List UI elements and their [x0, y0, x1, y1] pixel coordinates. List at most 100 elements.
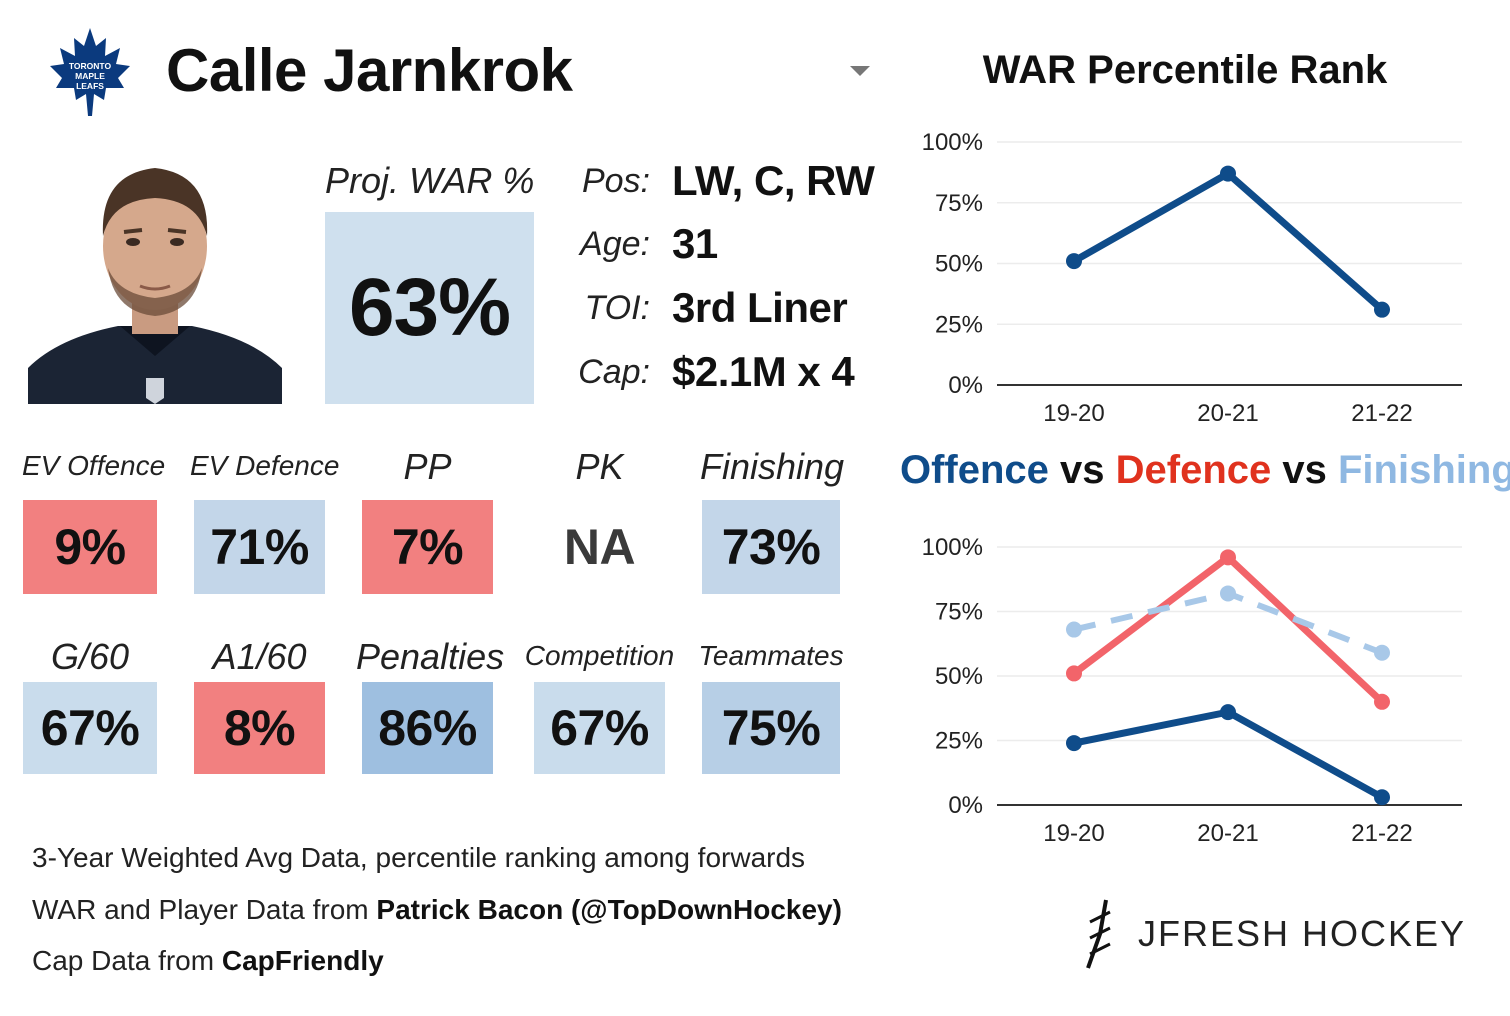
stat-tile-g60: 67%: [23, 682, 157, 774]
brand: JFRESH HOCKEY: [1080, 898, 1466, 970]
stat-tile-pp: 7%: [362, 500, 493, 594]
info-value: 3rd Liner: [672, 284, 848, 331]
stat-value: 67%: [550, 700, 649, 756]
stat-value: NA: [563, 519, 636, 575]
footer-text: Cap Data from: [32, 945, 222, 976]
series-line: [1070, 553, 1386, 706]
data-point: [1220, 704, 1236, 721]
data-point: [1066, 253, 1082, 270]
stat-label: Competition: [524, 640, 675, 671]
stat-label: EV Defence: [190, 450, 340, 481]
footer-note: 3-Year Weighted Avg Data, percentile ran…: [32, 842, 806, 873]
proj-war-label: Proj. WAR %: [325, 160, 535, 201]
stat-tile-a160: 8%: [194, 682, 325, 774]
data-point: [1066, 621, 1082, 638]
logo-text-line: MAPLE: [75, 71, 105, 81]
stat-tile-penalties: 86%: [362, 682, 493, 774]
stat-label: Teammates: [698, 640, 844, 671]
stat-tile-ev-offence: 9%: [23, 500, 157, 594]
stat-label: A1/60: [212, 636, 307, 677]
stat-label: PP: [403, 446, 452, 487]
stat-label: EV Offence: [22, 450, 166, 481]
brand-name: JFRESH HOCKEY: [1138, 913, 1467, 954]
footer-war-credit: WAR and Player Data from Patrick Bacon (…: [32, 894, 842, 926]
x-tick-label: 21-22: [1351, 400, 1412, 427]
stat-tile-teammates: 75%: [702, 682, 840, 774]
stat-value: 67%: [40, 700, 140, 756]
stat-tile-finishing: 73%: [702, 500, 840, 594]
title-vs: vs: [1271, 448, 1338, 492]
offence-defence-finishing-chart: 0% 25% 50% 75% 100% 19-20 20-21 21-22: [922, 534, 1462, 847]
x-tick-label: 20-21: [1197, 820, 1258, 847]
data-point: [1374, 301, 1390, 318]
stat-value: 71%: [210, 519, 309, 575]
proj-war-box: 63%: [325, 212, 534, 404]
x-tick-label: 19-20: [1043, 820, 1104, 847]
info-label: Pos:: [581, 161, 650, 200]
data-point: [1220, 549, 1236, 566]
proj-war-value: 63%: [348, 262, 511, 353]
info-label: Age:: [580, 224, 650, 263]
y-tick-label: 25%: [935, 728, 983, 755]
data-point: [1066, 665, 1082, 682]
data-point: [1374, 789, 1390, 806]
logo-text-line: LEAFS: [76, 81, 104, 91]
y-tick-label: 75%: [935, 599, 983, 626]
footer-source: Patrick Bacon (@TopDownHockey): [376, 894, 842, 925]
stat-tile-competition: 67%: [534, 682, 665, 774]
stat-value: 9%: [54, 519, 126, 575]
y-tick-label: 25%: [935, 311, 983, 338]
info-value: LW, C, RW: [672, 157, 875, 204]
footer-text: WAR and Player Data from: [32, 894, 377, 925]
player-photo: [28, 150, 282, 404]
stat-value: 8%: [223, 700, 296, 756]
title-vs: vs: [1048, 448, 1116, 492]
info-value: $2.1M x 4: [672, 348, 855, 395]
data-point: [1220, 585, 1236, 602]
data-point: [1374, 693, 1390, 710]
maple-leaf-icon: TORONTO MAPLE LEAFS: [50, 28, 130, 116]
footer-cap-credit: Cap Data from CapFriendly: [32, 945, 384, 977]
stat-label: Penalties: [356, 636, 505, 677]
stat-tile-ev-defence: 71%: [194, 500, 325, 594]
stat-value: 86%: [378, 700, 477, 756]
stat-value: 73%: [721, 519, 821, 575]
info-value: 31: [672, 220, 718, 267]
y-tick-label: 50%: [935, 663, 983, 690]
info-label: Cap:: [578, 352, 650, 391]
x-tick-label: 21-22: [1351, 820, 1412, 847]
footer-source: CapFriendly: [221, 945, 384, 976]
title-offence: Offence: [900, 448, 1049, 492]
y-tick-label: 75%: [935, 190, 983, 217]
ovd-chart-title: Offence vs Defence vs Finishing: [900, 448, 1510, 493]
info-label: TOI:: [584, 288, 651, 327]
data-point: [1374, 644, 1390, 661]
data-point: [1220, 165, 1236, 182]
war-chart-title: WAR Percentile Rank: [982, 48, 1388, 92]
x-tick-label: 20-21: [1197, 400, 1258, 427]
y-tick-label: 100%: [922, 534, 983, 561]
title-defence: Defence: [1115, 448, 1272, 492]
series-line: [1073, 590, 1384, 656]
series-line: [1070, 708, 1386, 801]
stat-value: 7%: [391, 519, 464, 575]
stat-tile-pk: NA: [534, 500, 665, 594]
info-row-age: Age: 31: [560, 216, 718, 272]
y-tick-label: 100%: [922, 129, 983, 156]
stat-label: PK: [575, 446, 624, 487]
stat-label: Finishing: [700, 446, 845, 487]
y-tick-label: 0%: [948, 792, 983, 819]
info-row-toi: TOI: 3rd Liner: [560, 280, 848, 336]
war-percentile-chart: 0% 25% 50% 75% 100% 19-20 20-21 21-22: [922, 129, 1462, 427]
info-row-position: Pos: LW, C, RW: [560, 153, 875, 209]
x-tick-label: 19-20: [1043, 400, 1104, 427]
logo-text-line: TORONTO: [69, 61, 112, 71]
caret-down-icon[interactable]: [850, 66, 870, 76]
info-row-cap: Cap: $2.1M x 4: [560, 344, 855, 400]
series-line: [1070, 170, 1386, 314]
y-tick-label: 0%: [948, 372, 983, 399]
stat-value: 75%: [721, 700, 821, 756]
jfresh-logo-icon: [1086, 899, 1111, 969]
stat-label: G/60: [50, 636, 130, 677]
y-tick-label: 50%: [935, 251, 983, 278]
